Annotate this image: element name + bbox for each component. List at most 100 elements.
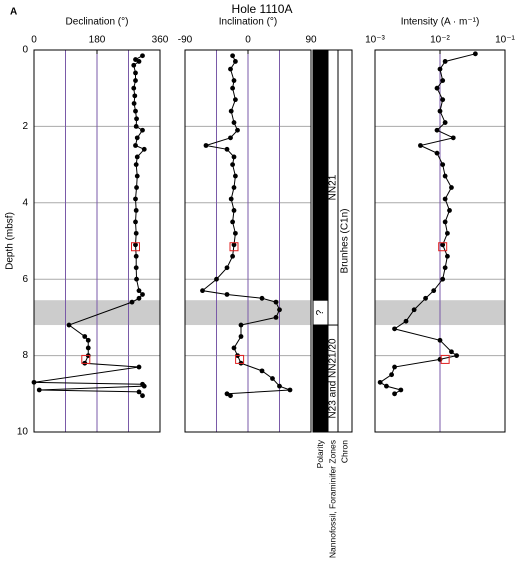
data-point (454, 353, 459, 358)
data-point (140, 53, 145, 59)
highlight-box (438, 242, 448, 252)
data-point (131, 101, 137, 106)
data-point (133, 253, 139, 259)
data-point (132, 93, 138, 99)
data-point (437, 337, 443, 343)
chron-label: Brunhes (C1n) (340, 208, 351, 273)
x-tick-label: 90 (305, 35, 317, 46)
x-tick-label: 360 (152, 35, 169, 46)
x-tick-label: -90 (178, 35, 193, 46)
data-point (273, 299, 279, 305)
data-point (392, 391, 397, 397)
data-point (442, 173, 448, 179)
data-point (445, 230, 450, 236)
data-point (133, 57, 138, 62)
data-point (273, 315, 279, 320)
data-point (133, 70, 138, 76)
data-point (270, 376, 275, 381)
data-point (238, 334, 244, 339)
data-point (200, 288, 205, 294)
data-point (85, 337, 91, 343)
data-point (440, 78, 446, 83)
highlight-box (440, 354, 450, 364)
data-point (136, 295, 142, 301)
data-point (442, 59, 448, 64)
column-title: Nannofossil, Foraminifer Zones (327, 440, 337, 558)
data-point (231, 242, 237, 248)
data-point (472, 51, 478, 57)
data-point (134, 135, 140, 141)
data-point (134, 185, 139, 190)
data-point (445, 253, 450, 259)
data-point (403, 318, 409, 324)
zone-label: N23 and NN21/20 (328, 338, 339, 418)
data-point (233, 59, 238, 64)
data-point (228, 393, 233, 399)
data-point (133, 196, 138, 202)
data-point (133, 242, 138, 248)
data-point (85, 345, 91, 351)
data-point (235, 127, 240, 133)
uncertain-label: ? (315, 309, 326, 315)
highlight-box (235, 354, 245, 364)
x-tick-label: 10⁻¹ (495, 35, 515, 46)
data-point (131, 85, 137, 91)
data-point (140, 393, 145, 399)
data-point (233, 173, 238, 179)
x-tick-label: 10⁻³ (365, 35, 385, 46)
data-point (450, 135, 456, 141)
y-tick-label: 4 (22, 197, 28, 208)
column-title: Polarity (315, 439, 325, 468)
data-point (277, 307, 282, 313)
data-point (437, 357, 443, 362)
data-point (377, 379, 383, 385)
data-point (129, 299, 135, 305)
plot-frame (374, 49, 506, 433)
data-point (398, 387, 404, 393)
y-tick-label: 10 (17, 427, 29, 438)
data-point (440, 97, 446, 103)
data-point (230, 85, 236, 91)
data-point (238, 322, 244, 328)
data-point (228, 66, 233, 72)
data-point (437, 66, 443, 72)
data-point (231, 78, 237, 83)
data-point (231, 120, 237, 125)
data-line (379, 53, 476, 395)
data-point (277, 383, 282, 389)
data-point (449, 185, 454, 190)
data-point (442, 196, 448, 202)
data-point (230, 219, 236, 225)
data-point (131, 62, 137, 68)
data-point (440, 162, 446, 168)
data-point (449, 349, 454, 355)
data-point (82, 334, 88, 339)
data-point (133, 143, 138, 148)
data-point (440, 242, 446, 248)
data-point (287, 387, 293, 393)
data-point (442, 265, 448, 271)
axis-title: Inclination (°) (219, 17, 277, 28)
data-point (140, 127, 145, 133)
data-point (134, 276, 139, 282)
data-point (231, 185, 237, 190)
data-point (66, 322, 72, 328)
data-point (384, 383, 389, 389)
data-point (228, 196, 234, 202)
data-point (231, 345, 237, 351)
axis-title: Intensity (A · m⁻¹) (401, 17, 480, 28)
data-point (230, 162, 236, 168)
data-point (133, 219, 138, 225)
highlight-box (81, 354, 91, 364)
data-point (140, 292, 145, 297)
data-point (224, 292, 230, 297)
y-tick-label: 6 (22, 274, 28, 285)
data-point (136, 389, 142, 395)
data-point (440, 276, 446, 282)
data-point (134, 116, 139, 122)
data-point (231, 208, 237, 213)
data-point (233, 230, 238, 236)
data-point (434, 127, 440, 133)
data-point (133, 162, 139, 168)
